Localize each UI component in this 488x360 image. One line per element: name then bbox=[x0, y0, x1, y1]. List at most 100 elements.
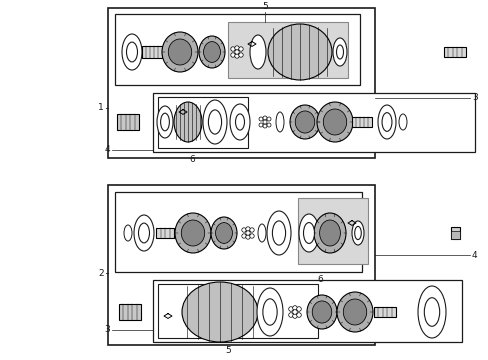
Ellipse shape bbox=[296, 307, 301, 311]
Bar bbox=[351, 117, 371, 127]
Ellipse shape bbox=[245, 227, 250, 231]
Ellipse shape bbox=[288, 307, 293, 311]
Bar bbox=[158, 284, 317, 338]
Ellipse shape bbox=[238, 53, 243, 57]
Bar bbox=[227, 22, 347, 78]
Ellipse shape bbox=[134, 215, 154, 251]
Bar bbox=[108, 8, 374, 158]
Ellipse shape bbox=[267, 24, 331, 80]
Ellipse shape bbox=[259, 117, 263, 121]
Ellipse shape bbox=[323, 109, 346, 135]
Ellipse shape bbox=[298, 214, 318, 252]
Ellipse shape bbox=[381, 113, 391, 131]
Ellipse shape bbox=[122, 34, 142, 70]
Ellipse shape bbox=[259, 123, 263, 127]
Bar bbox=[142, 46, 162, 58]
Ellipse shape bbox=[210, 217, 237, 249]
Ellipse shape bbox=[138, 223, 149, 243]
Ellipse shape bbox=[199, 36, 224, 68]
Ellipse shape bbox=[336, 45, 343, 59]
Ellipse shape bbox=[258, 224, 265, 242]
Text: 3: 3 bbox=[104, 325, 110, 334]
Ellipse shape bbox=[351, 221, 363, 245]
Ellipse shape bbox=[126, 42, 137, 62]
Text: 3: 3 bbox=[471, 94, 477, 103]
Ellipse shape bbox=[234, 50, 239, 54]
Ellipse shape bbox=[257, 288, 283, 336]
Bar bbox=[119, 304, 141, 320]
Ellipse shape bbox=[203, 100, 226, 144]
Ellipse shape bbox=[263, 299, 277, 325]
Ellipse shape bbox=[292, 314, 297, 318]
Text: 5: 5 bbox=[224, 346, 230, 355]
Ellipse shape bbox=[229, 104, 249, 140]
Ellipse shape bbox=[343, 299, 366, 325]
Ellipse shape bbox=[312, 301, 331, 323]
Ellipse shape bbox=[263, 124, 266, 128]
Ellipse shape bbox=[354, 226, 361, 240]
Ellipse shape bbox=[162, 32, 198, 72]
Text: 5: 5 bbox=[262, 2, 267, 11]
Ellipse shape bbox=[182, 282, 258, 342]
Ellipse shape bbox=[266, 211, 290, 255]
Ellipse shape bbox=[245, 235, 250, 239]
Bar bbox=[158, 97, 247, 148]
Bar bbox=[117, 114, 139, 130]
Text: 6: 6 bbox=[189, 155, 195, 164]
Ellipse shape bbox=[295, 111, 314, 133]
Bar bbox=[449, 227, 459, 239]
Ellipse shape bbox=[292, 310, 297, 314]
Ellipse shape bbox=[266, 117, 270, 121]
Bar bbox=[443, 47, 465, 57]
Text: 4: 4 bbox=[471, 251, 477, 260]
Ellipse shape bbox=[168, 39, 191, 65]
Ellipse shape bbox=[316, 102, 352, 142]
Bar bbox=[373, 307, 395, 317]
Ellipse shape bbox=[249, 228, 254, 232]
Text: 2: 2 bbox=[98, 269, 104, 278]
Ellipse shape bbox=[230, 47, 235, 51]
Ellipse shape bbox=[424, 298, 439, 326]
Ellipse shape bbox=[234, 46, 239, 50]
Ellipse shape bbox=[263, 116, 266, 120]
Ellipse shape bbox=[174, 102, 202, 142]
Bar bbox=[115, 192, 361, 272]
Ellipse shape bbox=[275, 112, 284, 132]
Ellipse shape bbox=[296, 313, 301, 317]
Bar bbox=[297, 198, 367, 264]
Bar bbox=[449, 231, 459, 239]
Bar bbox=[108, 185, 374, 345]
Ellipse shape bbox=[235, 114, 244, 130]
Ellipse shape bbox=[124, 225, 132, 241]
Ellipse shape bbox=[336, 292, 372, 332]
Ellipse shape bbox=[398, 114, 406, 130]
Ellipse shape bbox=[303, 222, 314, 243]
Ellipse shape bbox=[313, 213, 346, 253]
Ellipse shape bbox=[249, 234, 254, 238]
Ellipse shape bbox=[238, 47, 243, 51]
Ellipse shape bbox=[241, 228, 245, 232]
Ellipse shape bbox=[230, 53, 235, 57]
Ellipse shape bbox=[208, 110, 221, 134]
Ellipse shape bbox=[272, 221, 285, 245]
Bar bbox=[153, 280, 461, 342]
Ellipse shape bbox=[377, 105, 395, 139]
Ellipse shape bbox=[203, 42, 220, 62]
Ellipse shape bbox=[234, 54, 239, 58]
Ellipse shape bbox=[160, 113, 169, 131]
Ellipse shape bbox=[249, 35, 265, 69]
Ellipse shape bbox=[332, 38, 346, 66]
Ellipse shape bbox=[289, 105, 319, 139]
Ellipse shape bbox=[181, 220, 204, 246]
Ellipse shape bbox=[215, 222, 232, 243]
Ellipse shape bbox=[319, 220, 340, 246]
Bar bbox=[156, 228, 174, 238]
Ellipse shape bbox=[157, 106, 173, 138]
Text: 4: 4 bbox=[104, 145, 110, 154]
Ellipse shape bbox=[263, 120, 266, 124]
Text: 1: 1 bbox=[98, 104, 104, 112]
Ellipse shape bbox=[266, 123, 270, 127]
Ellipse shape bbox=[288, 313, 293, 317]
Ellipse shape bbox=[306, 295, 336, 329]
Bar bbox=[153, 93, 474, 152]
